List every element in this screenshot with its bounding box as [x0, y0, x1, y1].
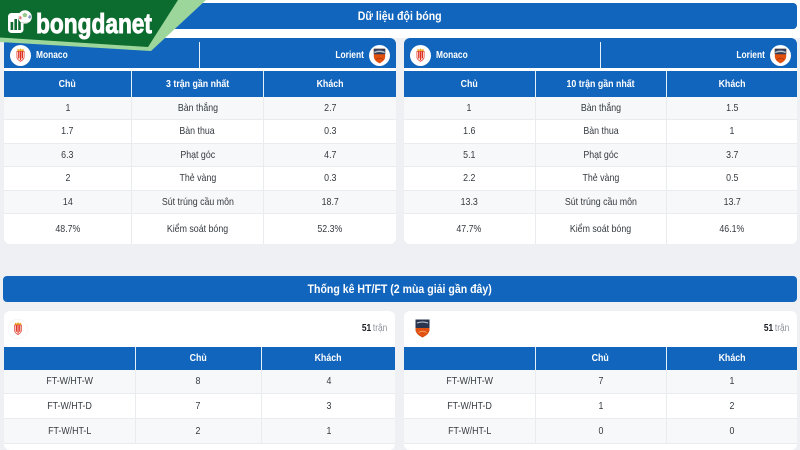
svg-text:bongdanet: bongdanet: [36, 8, 152, 39]
